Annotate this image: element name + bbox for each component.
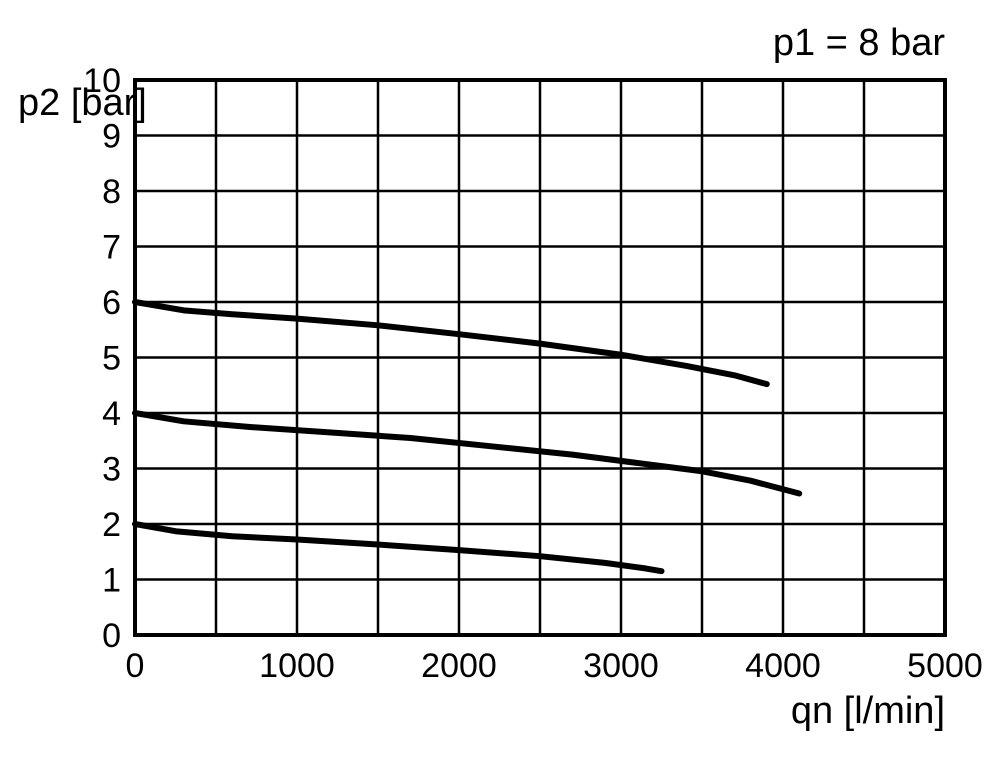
x-axis-label: qn [l/min] [791,690,945,732]
y-tick-label: 0 [102,617,121,655]
y-tick-label: 5 [102,340,121,378]
x-tick-label: 3000 [583,647,659,685]
y-axis-label: p2 [bar] [18,82,147,124]
x-tick-label: 1000 [259,647,335,685]
y-tick-label: 1 [102,562,121,600]
pressure-flow-chart: 012345678910010002000300040005000p2 [bar… [0,0,1000,764]
y-tick-label: 6 [102,284,121,322]
y-tick-label: 2 [102,506,121,544]
x-tick-label: 0 [126,647,145,685]
y-tick-label: 4 [102,395,121,433]
y-tick-label: 7 [102,229,121,267]
annotation-p1: p1 = 8 bar [773,22,946,64]
chart-svg: 012345678910010002000300040005000p2 [bar… [0,0,1000,764]
y-tick-label: 8 [102,173,121,211]
y-tick-label: 3 [102,451,121,489]
x-tick-label: 4000 [745,647,821,685]
x-tick-label: 2000 [421,647,497,685]
x-tick-label: 5000 [907,647,983,685]
